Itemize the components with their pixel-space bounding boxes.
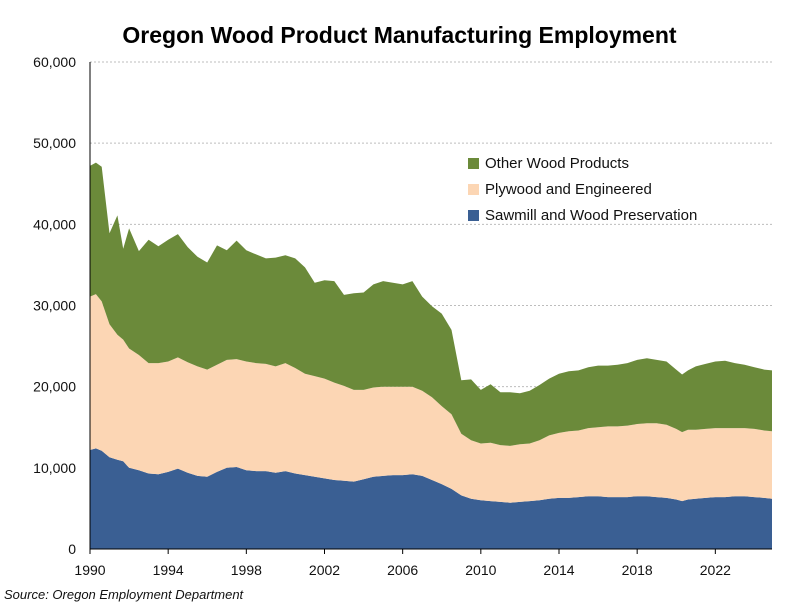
x-tick-label: 2002 (309, 562, 340, 578)
legend-swatch-sawmill-and-wood-preservation (468, 209, 479, 221)
legend-item-other-wood-products: Other Wood Products (468, 150, 697, 176)
x-tick-label: 1990 (74, 562, 105, 578)
area-plywood-and-engineered (90, 294, 772, 503)
x-tick-labels: 1990 1994 1998 2002 2006 2010 2014 2018 2022 (74, 549, 731, 578)
legend-label-sawmill-and-wood-preservation: Sawmill and Wood Preservation (485, 206, 698, 224)
x-tick-label: 1998 (231, 562, 262, 578)
legend-swatch-plywood-and-engineered (468, 183, 479, 195)
y-tick-label: 10,000 (33, 460, 76, 476)
axes (89, 62, 772, 550)
y-tick-label: 30,000 (33, 298, 76, 314)
y-tick-label: 0 (68, 541, 76, 557)
y-tick-label: 60,000 (33, 54, 76, 70)
legend-item-sawmill-and-wood-preservation: Sawmill and Wood Preservation (468, 202, 697, 228)
y-tick-label: 50,000 (33, 135, 76, 151)
legend-label-other-wood-products: Other Wood Products (485, 154, 629, 172)
x-tick-label: 2014 (543, 562, 574, 578)
y-tick-label: 20,000 (33, 379, 76, 395)
area-other-wood-products (90, 162, 772, 446)
source-note: Source: Oregon Employment Department (4, 587, 244, 602)
x-tick-label: 2010 (465, 562, 496, 578)
y-tick-labels: 0 10,000 20,000 30,000 40,000 50,000 60,000 (33, 54, 76, 557)
legend-label-plywood-and-engineered: Plywood and Engineered (485, 180, 652, 198)
chart-title: Oregon Wood Product Manufacturing Employ… (122, 22, 677, 48)
y-tick-label: 40,000 (33, 216, 76, 232)
legend-swatch-other-wood-products (468, 157, 479, 169)
x-tick-label: 2022 (700, 562, 731, 578)
x-tick-label: 2006 (387, 562, 418, 578)
legend-item-plywood-and-engineered: Plywood and Engineered (468, 176, 697, 202)
legend: Other Wood Products Plywood and Engineer… (468, 150, 697, 228)
area-sawmill-and-wood-preservation (90, 448, 772, 549)
x-tick-label: 1994 (153, 562, 184, 578)
x-tick-label: 2018 (622, 562, 653, 578)
stacked-areas (90, 162, 772, 549)
